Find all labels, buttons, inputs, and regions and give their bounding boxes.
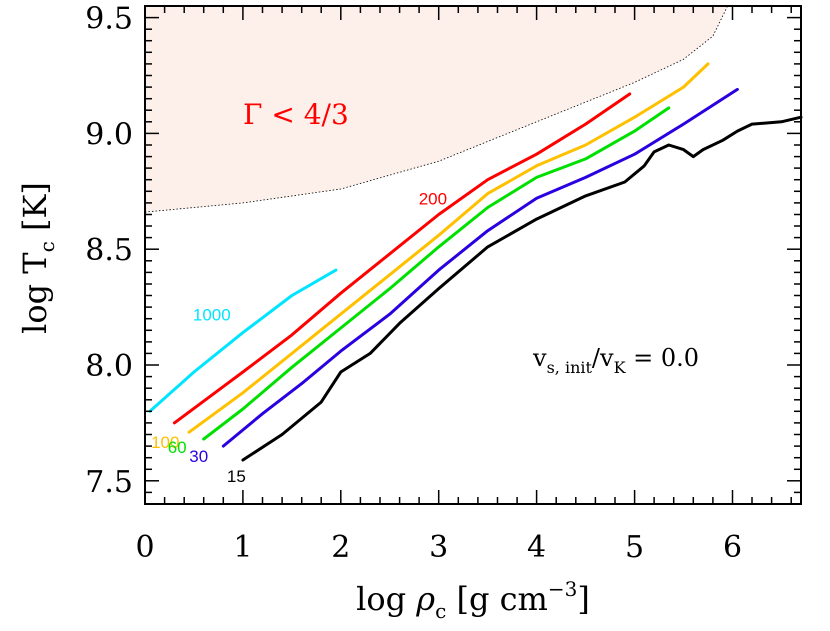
x-tick-label: 1	[233, 530, 252, 565]
x-tick-label: 4	[527, 530, 546, 565]
x-axis-title: log ρc [g cm−3]	[356, 577, 590, 623]
y-tick-label: 9.0	[85, 117, 133, 152]
mass-label-15: 15	[227, 467, 246, 486]
series-line-1000	[148, 268, 338, 413]
mass-label-100: 100	[151, 433, 179, 452]
x-tick-label: 5	[625, 530, 644, 565]
y-tick-label: 9.5	[85, 2, 133, 37]
series-line-15	[241, 115, 803, 462]
velocity-annotation: vs, init/vK = 0.0	[532, 344, 699, 377]
y-tick-label: 7.5	[85, 465, 133, 500]
mass-label-30: 30	[189, 447, 208, 466]
region-boundary	[144, 5, 728, 213]
x-tick-label: 3	[429, 530, 448, 565]
mass-label-1000: 1000	[193, 306, 231, 325]
series-line-60	[202, 106, 671, 441]
region-fill	[145, 6, 728, 213]
x-tick-label: 0	[135, 530, 154, 565]
ticks-layer: 0 1 2 3 4 5 6 7.5 8.0 8.5 9.0 9.5	[85, 2, 801, 565]
plot-frame	[144, 5, 802, 505]
x-tick-label: 6	[723, 530, 742, 565]
y-tick-label: 8.5	[85, 233, 133, 268]
region-layer	[144, 5, 728, 213]
mass-label-60: 60	[168, 438, 187, 457]
series-line-30	[221, 87, 739, 448]
region-label: Γ < 4/3	[243, 98, 349, 131]
y-axis-title: log Tc [K]	[16, 182, 59, 334]
x-tick-label: 2	[331, 530, 350, 565]
mass-label-200: 200	[419, 190, 447, 209]
y-tick-label: 8.0	[85, 349, 133, 384]
series-line-100	[187, 62, 710, 434]
series-line-200	[172, 92, 632, 425]
